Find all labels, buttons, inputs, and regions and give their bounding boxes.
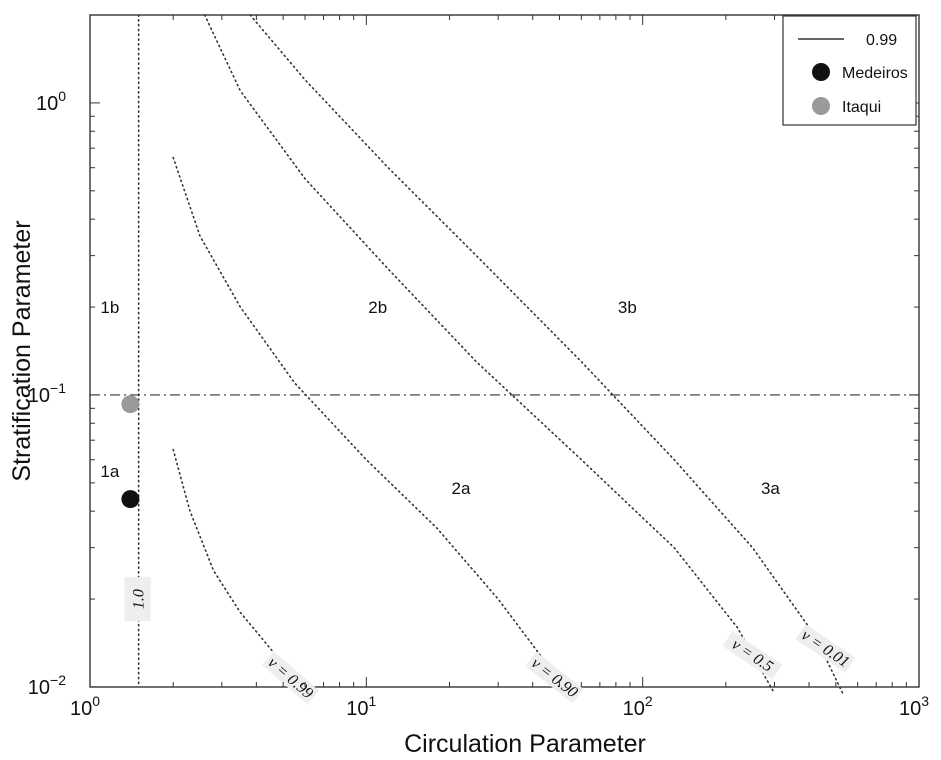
region-label-1b: 1b bbox=[100, 298, 119, 317]
x-tick-label: 100 bbox=[70, 693, 100, 720]
x-axis-title: Circulation Parameter bbox=[404, 730, 646, 758]
legend-marker-medeiros bbox=[812, 63, 830, 81]
legend-marker-itaqui bbox=[812, 97, 830, 115]
contour-label: ν = 0.99 bbox=[264, 654, 316, 702]
legend-label-medeiros: Medeiros bbox=[842, 65, 908, 82]
legend-box bbox=[782, 15, 917, 126]
data-point-itaqui bbox=[121, 395, 140, 414]
contour-label-bg bbox=[525, 652, 584, 704]
plot-area bbox=[89, 14, 920, 688]
data-point-medeiros bbox=[121, 490, 140, 509]
contour-line-1 bbox=[172, 448, 316, 695]
contour-label-bg bbox=[795, 624, 856, 673]
legend-label-itaqui: Itaqui bbox=[842, 99, 881, 116]
legend: 0.99 Medeiros Itaqui bbox=[782, 15, 917, 126]
contour-label-group: ν = 0.01 bbox=[795, 624, 856, 673]
contour-line-2 bbox=[172, 156, 572, 702]
contour-label: ν = 0.5 bbox=[728, 636, 776, 676]
region-label-2a: 2a bbox=[451, 479, 470, 498]
contour-label: ν = 0.90 bbox=[528, 655, 581, 702]
legend-label-line: 0.99 bbox=[866, 32, 897, 49]
contour-label-group: ν = 0.99 bbox=[261, 651, 320, 705]
contour-label-group: ν = 0.5 bbox=[722, 631, 783, 680]
x-tick-label: 103 bbox=[899, 693, 929, 720]
contour-label-1.0: 1.0 bbox=[131, 589, 148, 609]
contour-label: ν = 0.01 bbox=[798, 627, 852, 671]
region-label-3a: 3a bbox=[761, 479, 780, 498]
y-axis-title: Stratification Parameter bbox=[8, 220, 36, 481]
contour-label-group: ν = 0.90 bbox=[525, 652, 584, 704]
region-label-3b: 3b bbox=[618, 298, 637, 317]
y-tick-label: 100 bbox=[36, 88, 66, 115]
x-tick-label: 101 bbox=[346, 693, 376, 720]
region-label-2b: 2b bbox=[368, 298, 387, 317]
contour-label-bg bbox=[261, 651, 320, 705]
contour-line-3 bbox=[203, 14, 776, 695]
region-label-1a: 1a bbox=[100, 462, 119, 481]
contour-label-bg bbox=[124, 577, 151, 622]
y-tick-label: 10−2 bbox=[28, 672, 66, 699]
plot-frame bbox=[89, 14, 920, 688]
contour-label-bg bbox=[722, 631, 783, 680]
contour-line-4 bbox=[249, 14, 844, 695]
x-tick-label: 102 bbox=[623, 693, 653, 720]
